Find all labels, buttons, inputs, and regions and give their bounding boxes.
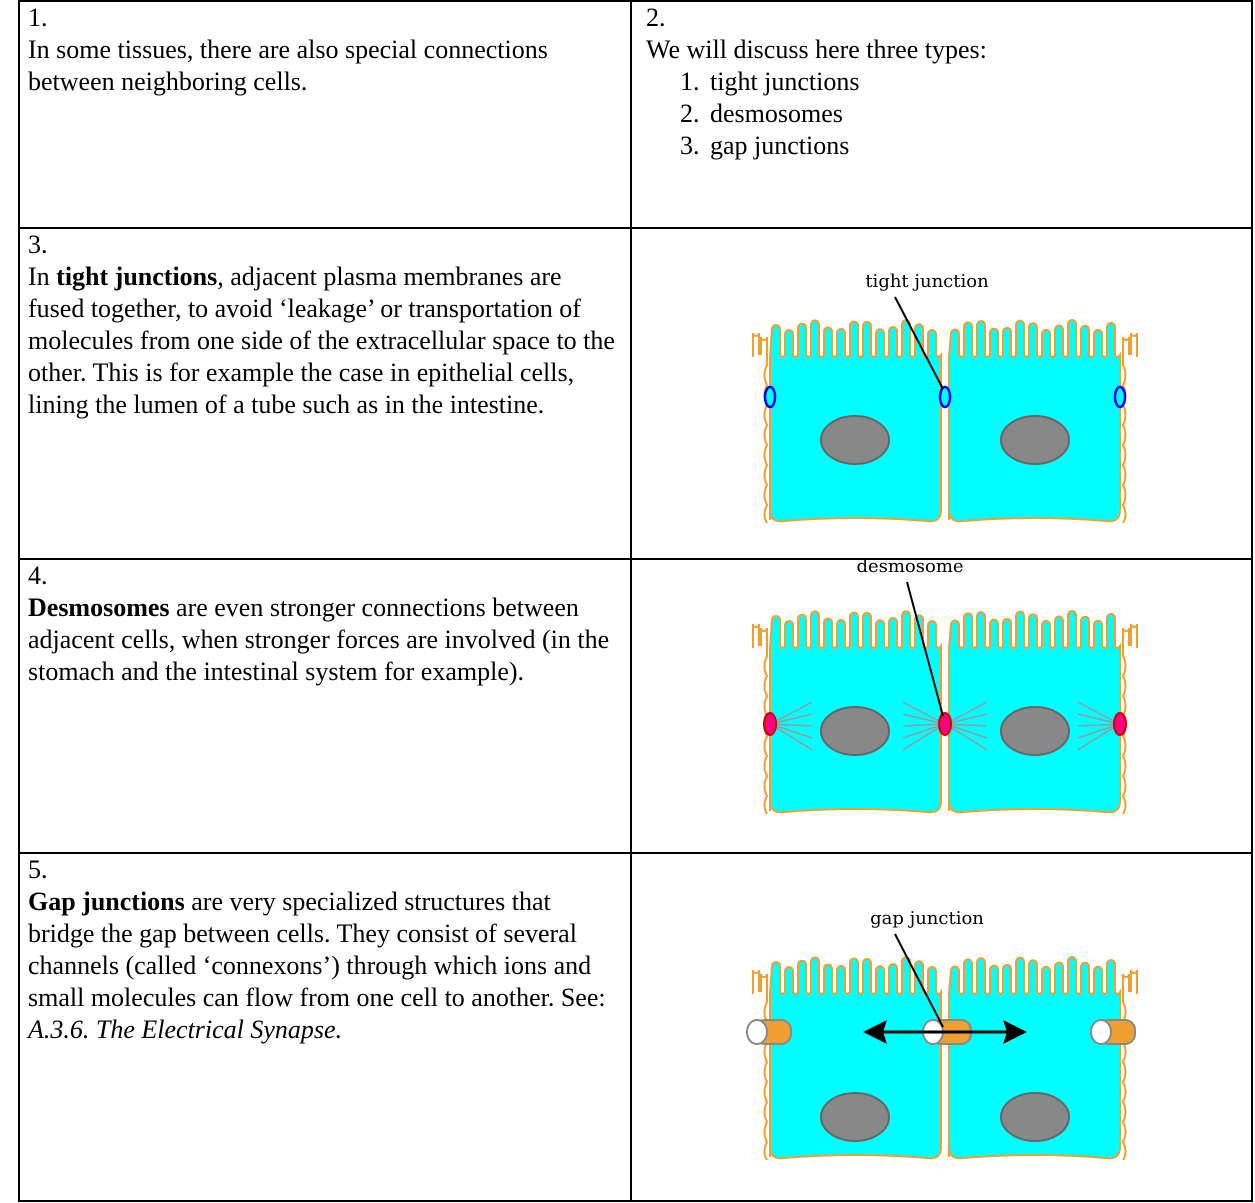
row: 4. Desmosomes are even stronger connecti…	[18, 556, 1253, 854]
cell: 1. In some tissues, there are also speci…	[18, 0, 632, 229]
connexon-end	[745, 1019, 768, 1045]
diagram: tight junction	[751, 271, 1138, 524]
list-marker: 3.	[680, 131, 700, 160]
label-pointer	[905, 581, 944, 717]
tight-junction	[1113, 385, 1126, 409]
cell: 3. In tight junctions, adjacent plasma m…	[18, 227, 632, 560]
nucleus	[999, 706, 1070, 756]
membrane-fringe	[1121, 969, 1138, 1161]
junction-table: 1. In some tissues, there are also speci…	[18, 0, 1253, 1202]
cell-text: We will discuss here three types:	[646, 35, 987, 64]
nucleus	[819, 1092, 890, 1142]
membrane-fringe	[1121, 332, 1138, 524]
bold-term: tight junctions	[56, 262, 218, 291]
label-pointer	[893, 933, 944, 1028]
desmosome	[1112, 712, 1127, 736]
cell: 5. Gap junctions are very specialized st…	[18, 852, 632, 1202]
row: 1. In some tissues, there are also speci…	[18, 0, 1253, 229]
list-item: 3. gap junctions	[680, 130, 1243, 162]
cell	[947, 956, 1121, 1160]
list-item: 2. desmosomes	[680, 98, 1243, 130]
diagram-label: desmosome	[856, 556, 963, 577]
text: In	[28, 262, 57, 291]
bold-term: Desmosomes	[28, 593, 170, 622]
row: 5. Gap junctions are very specialized st…	[18, 852, 1253, 1202]
cell-number: 3.	[28, 230, 48, 259]
cell	[768, 956, 942, 1160]
type-list: 1. tight junctions 2. desmosomes 3. gap jun…	[646, 66, 1243, 162]
cell-number: 5.	[28, 855, 48, 884]
desmosome	[937, 712, 952, 736]
list-text: gap junctions	[710, 131, 850, 160]
list-marker: 2.	[680, 99, 700, 128]
membrane-fringe	[751, 969, 768, 1161]
arrowhead	[1002, 1020, 1027, 1044]
cell-number: 1.	[28, 3, 48, 32]
tight-junction	[938, 385, 951, 409]
cell: 4. Desmosomes are even stronger connecti…	[18, 558, 632, 854]
cell: 2. We will discuss here three types: 1. t…	[630, 0, 1253, 229]
diagram: gap junction	[745, 908, 1138, 1161]
bold-term: Gap junctions	[28, 887, 185, 916]
list-marker: 1.	[680, 67, 700, 96]
text: , adjacent plasma membranes are fused to…	[28, 262, 615, 419]
list-text: desmosomes	[710, 99, 843, 128]
desmosome	[762, 712, 777, 736]
cell: gap junction	[630, 852, 1253, 1202]
cell-text: Desmosomes are even stronger connections…	[28, 592, 622, 688]
row: 3. In tight junctions, adjacent plasma m…	[18, 227, 1253, 560]
arrowhead	[862, 1020, 887, 1044]
diagram-label: tight junction	[865, 271, 989, 292]
list-item: 1. tight junctions	[680, 66, 1243, 98]
cell-text: In tight junctions, adjacent plasma memb…	[28, 261, 622, 421]
cell-text: Gap junctions are very specialized struc…	[28, 886, 622, 1046]
nucleus	[999, 415, 1070, 465]
reference: A.3.6. The Electrical Synapse.	[28, 1015, 343, 1044]
label-pointer	[893, 296, 944, 390]
nucleus	[999, 1092, 1070, 1142]
cell-number: 2.	[646, 3, 666, 32]
diagram: desmosome	[751, 556, 1138, 815]
text: are even stronger connections between ad…	[28, 593, 610, 686]
cell-number: 4.	[28, 561, 48, 590]
cell-text: In some tissues, there are also special …	[28, 35, 548, 96]
membrane-fringe	[751, 332, 768, 524]
nucleus	[819, 706, 890, 756]
text: are very specialized structures that bri…	[28, 887, 606, 1012]
tight-junction	[763, 385, 776, 409]
cell: desmosome	[630, 556, 1253, 854]
list-text: tight junctions	[710, 67, 860, 96]
cell: tight junction	[630, 227, 1253, 560]
nucleus	[819, 415, 890, 465]
diagram-label: gap junction	[870, 908, 984, 929]
connexon-end	[1089, 1019, 1112, 1045]
